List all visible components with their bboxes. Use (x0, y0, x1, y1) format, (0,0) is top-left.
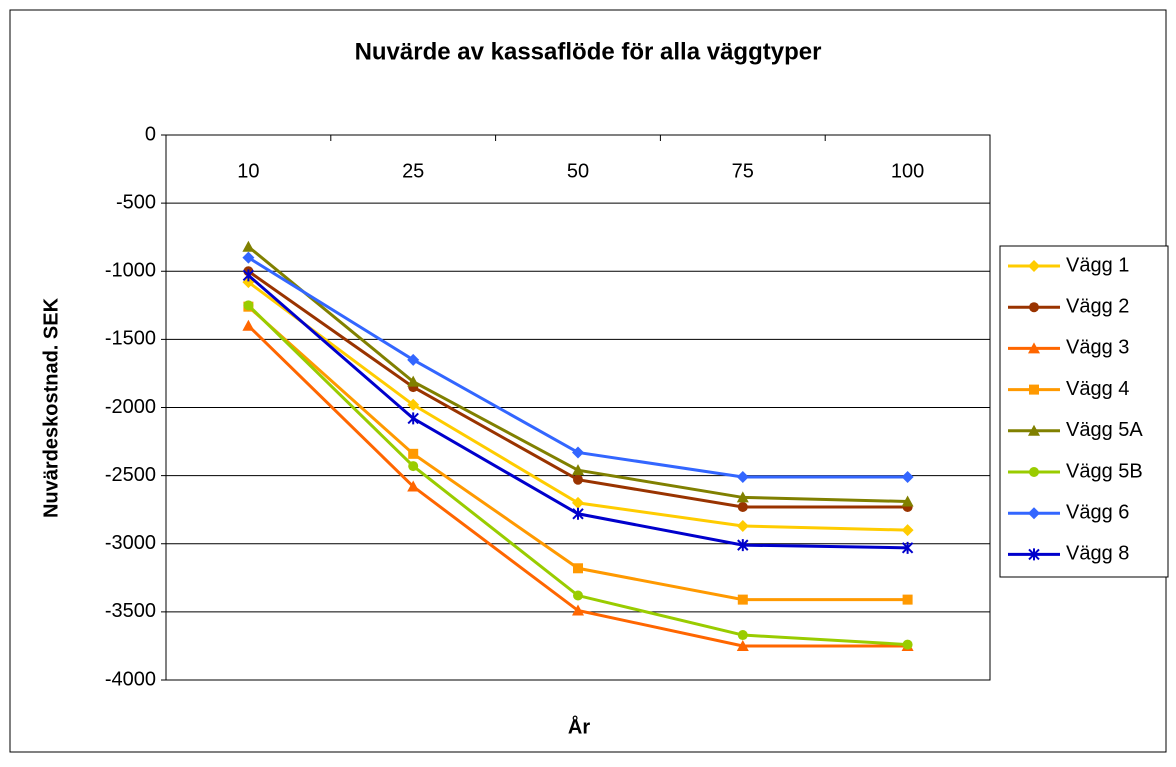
data-point (243, 300, 254, 311)
chart-frame (9, 9, 1167, 753)
y-tick-label: -3500 (105, 600, 156, 622)
y-tick-label: -1000 (105, 260, 156, 282)
y-tick-label: -500 (116, 191, 156, 213)
data-point (737, 501, 748, 512)
x-tick-label: 50 (567, 160, 589, 182)
plot-area (165, 134, 991, 681)
data-point (736, 470, 749, 483)
legend-marker (1029, 467, 1039, 477)
legend-box (999, 245, 1169, 578)
y-tick-label: -1500 (105, 328, 156, 350)
x-axis-label: År (568, 714, 590, 738)
data-point (737, 594, 748, 605)
legend-label: Vägg 1 (1066, 254, 1129, 276)
data-point (573, 563, 583, 574)
data-point (242, 240, 255, 252)
data-point (407, 398, 420, 411)
legend-marker (1029, 302, 1039, 313)
data-point (901, 524, 914, 537)
legend-label: Vägg 6 (1066, 501, 1129, 523)
legend-label: Vägg 8 (1066, 543, 1129, 565)
data-point (407, 353, 420, 366)
legend-marker (1028, 548, 1040, 561)
data-point (901, 541, 914, 554)
data-point (407, 480, 420, 492)
data-point (902, 594, 913, 605)
legend-label: Vägg 5B (1066, 460, 1143, 482)
x-tick-label: 100 (891, 160, 924, 182)
data-point (408, 461, 419, 472)
data-point (242, 269, 255, 282)
legend-marker (1028, 260, 1040, 272)
data-point (407, 375, 420, 387)
data-point (572, 496, 584, 509)
legend-label: Vägg 2 (1066, 295, 1129, 317)
data-point (736, 491, 749, 503)
data-point (736, 520, 749, 533)
legend-marker (1029, 384, 1039, 395)
data-point (572, 464, 584, 476)
y-tick-label: 0 (145, 123, 156, 145)
legend-label: Vägg 4 (1066, 378, 1129, 400)
y-axis-label: Nuvärdeskostnad. SEK (40, 297, 62, 518)
y-tick-label: -4000 (105, 668, 156, 690)
data-point (901, 470, 914, 483)
legend-marker (1028, 507, 1040, 520)
x-tick-label: 25 (402, 160, 424, 182)
data-point (901, 495, 914, 507)
data-point (407, 412, 419, 425)
data-point (737, 630, 748, 641)
x-tick-label: 10 (237, 160, 259, 182)
legend-label: Vägg 5A (1066, 419, 1143, 441)
data-point (902, 639, 913, 650)
data-point (572, 446, 584, 459)
data-point (572, 507, 584, 520)
legend-marker (1028, 424, 1040, 436)
data-point (572, 604, 584, 616)
data-point (736, 639, 749, 651)
data-point (573, 590, 583, 601)
data-point (737, 539, 749, 552)
legend-marker (1028, 342, 1040, 354)
legend-label: Vägg 3 (1066, 337, 1129, 359)
data-point (573, 474, 583, 485)
data-point (242, 319, 255, 331)
y-tick-label: -2000 (105, 396, 156, 418)
data-point (408, 448, 419, 459)
chart-title: Nuvärde av kassaflöde för alla väggtyper (355, 38, 822, 65)
y-tick-label: -2500 (105, 464, 156, 486)
x-tick-label: 75 (732, 160, 754, 182)
data-point (242, 251, 255, 264)
y-tick-label: -3000 (105, 532, 156, 554)
